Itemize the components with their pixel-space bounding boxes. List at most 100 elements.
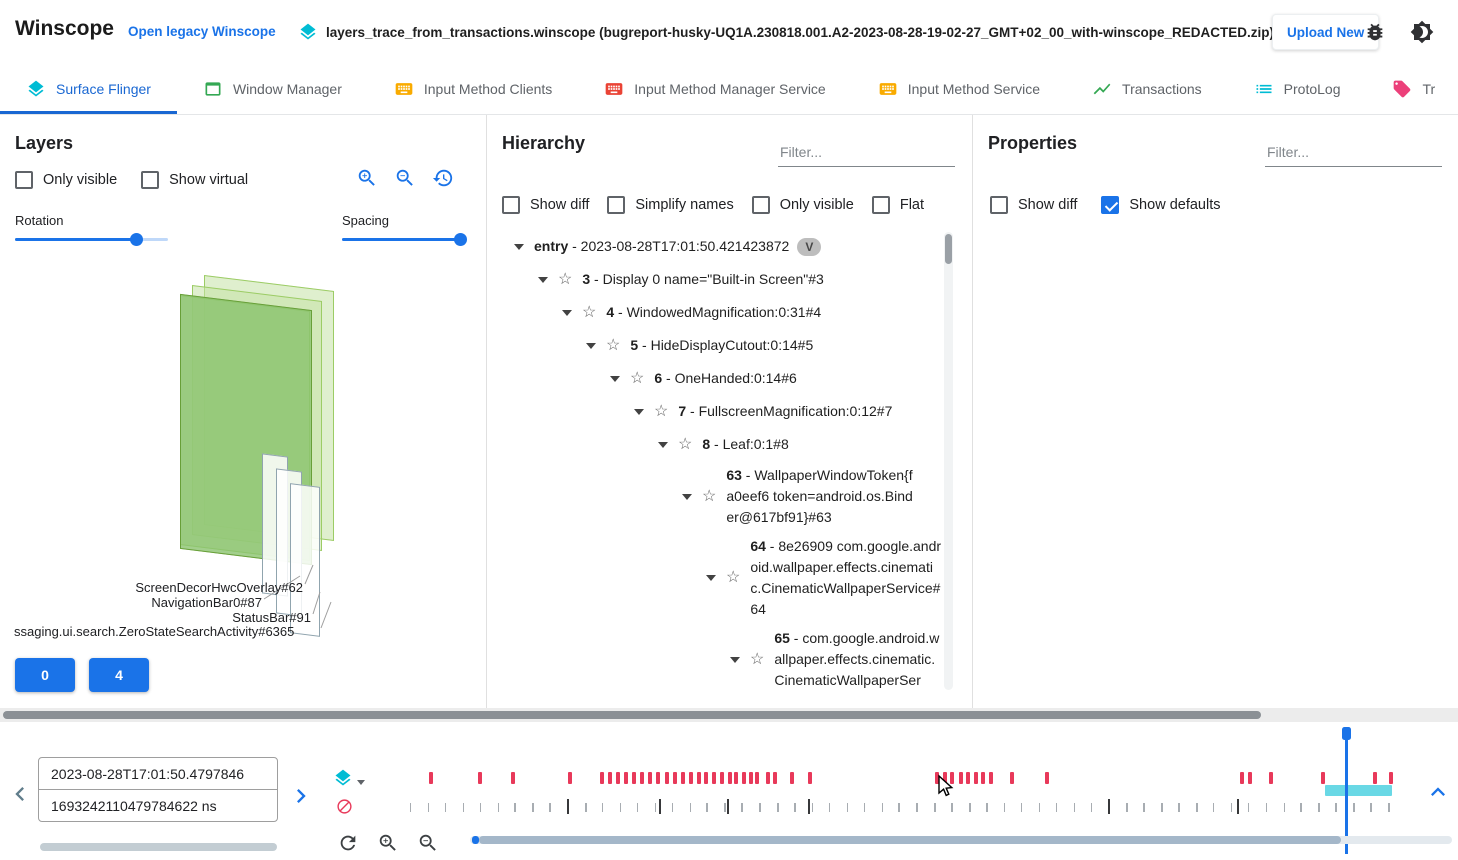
timestamp-ns-input[interactable]: 1693242110479784622 ns (38, 789, 278, 822)
transaction-tick-strong[interactable] (567, 799, 570, 814)
content-horizontal-scrollbar-thumb[interactable] (3, 711, 1261, 719)
expand-arrow-icon[interactable] (730, 656, 740, 663)
hierarchy-scrollbar-thumb[interactable] (945, 234, 952, 264)
timeline-track[interactable] (400, 722, 1395, 860)
sf-event-marker[interactable] (974, 772, 979, 784)
tree-node[interactable]: ☆ 63 - WallpaperWindowToken{fa0eef6 token… (502, 461, 944, 532)
transaction-tick[interactable] (1073, 803, 1076, 812)
timeline-selection[interactable] (1325, 785, 1392, 796)
sf-event-marker[interactable] (1268, 772, 1273, 784)
pin-star-icon[interactable]: ☆ (582, 303, 597, 321)
checkbox-unchecked-icon[interactable] (141, 171, 160, 189)
sf-event-marker[interactable] (704, 772, 709, 784)
pin-star-icon[interactable]: ☆ (630, 369, 645, 387)
hierarchy-only-visible-checkbox[interactable]: Only visible (751, 196, 854, 214)
timestamp-human-input[interactable]: 2023-08-28T17:01:50.4797846 (38, 757, 278, 790)
transaction-tick[interactable] (1283, 803, 1286, 812)
transaction-tick[interactable] (706, 803, 708, 812)
transaction-tick[interactable] (671, 803, 674, 812)
transaction-tick-strong[interactable] (1236, 799, 1239, 814)
sf-event-marker[interactable] (672, 772, 677, 784)
sf-event-marker[interactable] (981, 772, 986, 784)
sf-event-marker[interactable] (664, 772, 669, 784)
tab-protolog[interactable]: ProtoLog (1228, 64, 1367, 114)
spacing-slider-thumb[interactable] (453, 233, 467, 246)
layers-show-virtual-checkbox[interactable]: Show virtual (141, 171, 248, 189)
transaction-tick[interactable] (689, 803, 692, 812)
transaction-tick[interactable] (898, 803, 900, 812)
sf-event-marker[interactable] (950, 772, 955, 784)
bug-report-icon[interactable] (1364, 21, 1386, 43)
sf-event-marker[interactable] (790, 772, 795, 784)
display-button-0[interactable]: 0 (15, 658, 75, 692)
pin-star-icon[interactable]: ☆ (702, 487, 717, 505)
rotation-slider[interactable] (15, 232, 168, 247)
content-horizontal-scrollbar[interactable] (0, 708, 1458, 722)
transaction-tick[interactable] (969, 803, 971, 812)
transaction-tick-strong[interactable] (658, 799, 661, 814)
hierarchy-simplify-names-checkbox[interactable]: Simplify names (607, 196, 734, 214)
transaction-tick[interactable] (1020, 803, 1023, 812)
pin-star-icon[interactable]: ☆ (558, 270, 573, 288)
expand-arrow-icon[interactable] (682, 493, 692, 500)
expand-arrow-icon[interactable] (658, 441, 668, 448)
tree-node[interactable]: ☆ 65 - com.google.android.wallpaper.effec… (502, 624, 944, 690)
sf-event-marker[interactable] (1009, 772, 1014, 784)
upload-new-button[interactable]: Upload New (1272, 14, 1380, 50)
sf-event-marker[interactable] (712, 772, 717, 784)
open-legacy-winscope-link[interactable]: Open legacy Winscope (128, 24, 276, 39)
tab-input-method-clients[interactable]: Input Method Clients (368, 64, 578, 114)
timeline-range-slider[interactable] (470, 836, 1452, 844)
transaction-tick[interactable] (1300, 803, 1302, 812)
transaction-tick[interactable] (636, 803, 639, 812)
transaction-tick[interactable] (619, 803, 622, 812)
transaction-tick[interactable] (1196, 803, 1198, 812)
sf-event-marker[interactable] (749, 772, 754, 784)
transaction-tick[interactable] (1353, 803, 1355, 812)
expand-arrow-icon[interactable] (514, 243, 524, 250)
transaction-tick[interactable] (1161, 803, 1163, 812)
timestamp-scrollbar[interactable] (40, 843, 277, 851)
sf-event-marker[interactable] (428, 772, 433, 784)
checkbox-unchecked-icon[interactable] (502, 196, 520, 214)
transaction-tick[interactable] (1335, 803, 1337, 812)
pin-star-icon[interactable]: ☆ (750, 650, 765, 668)
transaction-tick[interactable] (1318, 803, 1320, 812)
properties-filter-input[interactable] (1265, 140, 1442, 167)
transaction-tick[interactable] (828, 803, 831, 812)
transaction-tick[interactable] (601, 803, 604, 812)
reset-view-icon[interactable] (432, 167, 454, 189)
sf-event-marker[interactable] (1044, 772, 1049, 784)
chevron-down-icon[interactable] (357, 779, 365, 785)
sf-event-marker[interactable] (1239, 772, 1244, 784)
zoom-out-icon[interactable] (394, 167, 416, 189)
hierarchy-flat-checkbox[interactable]: Flat (871, 196, 924, 214)
sf-event-marker[interactable] (1321, 772, 1326, 784)
spacing-slider[interactable] (342, 232, 467, 247)
transaction-tick[interactable] (811, 803, 814, 812)
sf-event-marker[interactable] (1373, 772, 1378, 784)
properties-show-diff-checkbox[interactable]: Show diff (990, 196, 1077, 214)
transaction-tick[interactable] (986, 803, 988, 812)
transaction-tick[interactable] (1265, 803, 1268, 812)
sf-event-marker[interactable] (655, 772, 660, 784)
transaction-tick[interactable] (951, 803, 953, 812)
expand-arrow-icon[interactable] (706, 575, 716, 581)
hierarchy-show-diff-checkbox[interactable]: Show diff (502, 196, 589, 214)
transaction-tick[interactable] (1003, 803, 1006, 812)
transaction-tick[interactable] (444, 803, 447, 812)
layers-3d-view[interactable]: ScreenDecorHwcOverlay#62 NavigationBar0#8… (0, 250, 487, 650)
sf-event-marker[interactable] (623, 772, 628, 784)
transaction-tick[interactable] (654, 803, 657, 812)
transaction-tick[interactable] (1388, 803, 1390, 812)
expand-arrow-icon[interactable] (610, 375, 620, 382)
pin-star-icon[interactable]: ☆ (606, 336, 621, 354)
checkbox-unchecked-icon[interactable] (607, 196, 626, 214)
sf-event-marker[interactable] (647, 772, 652, 784)
transaction-tick[interactable] (881, 803, 884, 812)
transaction-tick[interactable] (532, 803, 534, 812)
transaction-tick[interactable] (1090, 803, 1093, 812)
checkbox-unchecked-icon[interactable] (751, 196, 770, 214)
transaction-tick[interactable] (1055, 803, 1058, 812)
collapse-timeline-icon[interactable] (1424, 778, 1452, 806)
